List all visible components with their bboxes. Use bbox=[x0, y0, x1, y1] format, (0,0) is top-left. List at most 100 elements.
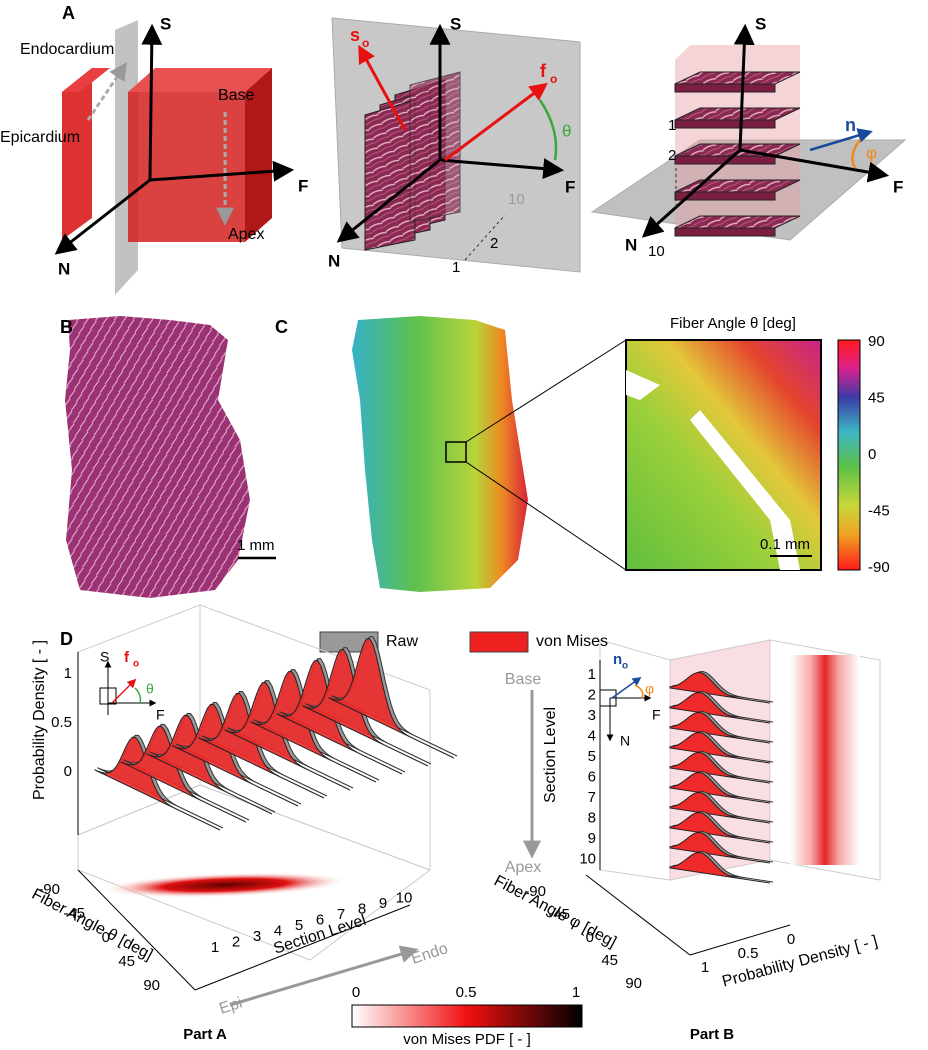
legend-label: von Mises bbox=[536, 633, 608, 650]
label: S bbox=[100, 649, 109, 665]
label: o bbox=[622, 661, 628, 672]
label: Endocardium bbox=[20, 41, 114, 58]
von-mises-curve bbox=[669, 691, 771, 724]
label: Epicardium bbox=[0, 129, 80, 146]
tick-label: 4 bbox=[274, 922, 282, 939]
tick-label: 1 bbox=[211, 939, 219, 956]
tick-label: 5 bbox=[588, 748, 596, 765]
diagram-3 bbox=[590, 23, 907, 241]
label: 2 bbox=[668, 147, 676, 164]
tick-label: 9 bbox=[588, 830, 596, 847]
panel-label: D bbox=[60, 629, 73, 649]
von-mises-curve bbox=[302, 649, 429, 767]
label: 10 bbox=[508, 191, 525, 208]
scale-label: 0.1 mm bbox=[760, 536, 810, 553]
von-mises-curve bbox=[669, 851, 771, 884]
label: F bbox=[298, 176, 308, 195]
zoom-box bbox=[445, 441, 467, 463]
von-mises-curve bbox=[250, 671, 377, 783]
panel-label: B bbox=[60, 317, 73, 337]
zoom-gap bbox=[626, 370, 800, 570]
label: F bbox=[565, 177, 575, 196]
label: S bbox=[160, 14, 171, 33]
colorbar-tick: 0.5 bbox=[456, 984, 477, 1001]
tick-label: 6 bbox=[316, 911, 324, 928]
von-mises-curve bbox=[276, 660, 403, 775]
colorbar-tick: 0 bbox=[868, 446, 876, 463]
part-title: Part A bbox=[183, 1026, 227, 1043]
diagram-2 bbox=[331, 17, 581, 273]
tick-label: 45 bbox=[601, 952, 618, 969]
label: S bbox=[755, 14, 766, 33]
colorbar-title: Fiber Angle θ [deg] bbox=[670, 315, 796, 332]
label: Endo bbox=[409, 940, 450, 968]
von-mises-curve bbox=[669, 811, 771, 844]
plot-part-a bbox=[77, 604, 458, 1007]
label: Base bbox=[218, 87, 255, 104]
von-mises-curve bbox=[224, 682, 351, 791]
label: φ bbox=[645, 681, 654, 697]
slice-edge bbox=[674, 83, 776, 93]
slice-edge bbox=[674, 227, 776, 237]
von-mises-curve bbox=[172, 703, 299, 807]
von-mises-curve bbox=[198, 692, 325, 799]
slice-edge bbox=[674, 119, 776, 129]
label: Apex bbox=[505, 859, 541, 876]
panel-label: C bbox=[275, 317, 288, 337]
label: 2 bbox=[490, 235, 498, 252]
label: 1 bbox=[668, 117, 676, 134]
von-mises-curve bbox=[669, 671, 771, 704]
legend-swatch bbox=[469, 631, 529, 653]
plot-part-b bbox=[523, 639, 881, 956]
von-mises-curve bbox=[328, 638, 455, 759]
tick-label: -45 bbox=[548, 906, 570, 923]
label: N bbox=[58, 259, 70, 278]
panel-label: A bbox=[62, 3, 75, 23]
label: S bbox=[450, 14, 461, 33]
tick-label: 45 bbox=[118, 953, 135, 970]
tissue-section bbox=[65, 316, 250, 598]
tick-label: -90 bbox=[524, 883, 546, 900]
von-mises-curve bbox=[669, 791, 771, 824]
von-mises-curve bbox=[120, 725, 247, 823]
colorbar-tick: 45 bbox=[868, 389, 885, 406]
label: n bbox=[845, 115, 856, 135]
slice-edge bbox=[674, 191, 776, 201]
legend-label: Raw bbox=[386, 633, 418, 650]
fiber-angle-map bbox=[352, 316, 528, 592]
von-mises-curve bbox=[669, 731, 771, 764]
tick-label: 0 bbox=[787, 931, 795, 948]
tick-label: 1 bbox=[588, 666, 596, 683]
axis-title: Section Level bbox=[542, 707, 559, 803]
zoom-line bbox=[465, 461, 627, 571]
label: o bbox=[362, 36, 369, 50]
tick-label: 7 bbox=[588, 789, 596, 806]
tick-label: 7 bbox=[337, 906, 345, 923]
diagram-1 bbox=[54, 20, 295, 295]
label: o bbox=[133, 659, 139, 670]
label: φ bbox=[866, 143, 877, 162]
label: F bbox=[156, 707, 165, 723]
colorbar-tick: 90 bbox=[868, 333, 885, 350]
label: f bbox=[124, 649, 130, 666]
tick-label: 8 bbox=[358, 900, 366, 917]
tick-label: -45 bbox=[63, 905, 85, 922]
label: o bbox=[550, 72, 557, 86]
colorbar-tick: 1 bbox=[572, 984, 580, 1001]
von-mises-curve bbox=[669, 771, 771, 804]
tick-label: 10 bbox=[579, 850, 596, 867]
label: N bbox=[625, 235, 637, 254]
label: Epi bbox=[217, 995, 244, 1018]
von-mises-curve bbox=[669, 711, 771, 744]
label: F bbox=[893, 177, 903, 196]
label: N bbox=[328, 251, 340, 270]
scale-label: 1 mm bbox=[237, 537, 275, 554]
label: 1 bbox=[452, 259, 460, 276]
label: f bbox=[540, 61, 547, 81]
tick-label: 6 bbox=[588, 768, 596, 785]
label: F bbox=[652, 707, 661, 723]
tick-label: 2 bbox=[232, 933, 240, 950]
colorbar bbox=[837, 339, 861, 571]
colorbar-tick: -90 bbox=[868, 559, 890, 576]
